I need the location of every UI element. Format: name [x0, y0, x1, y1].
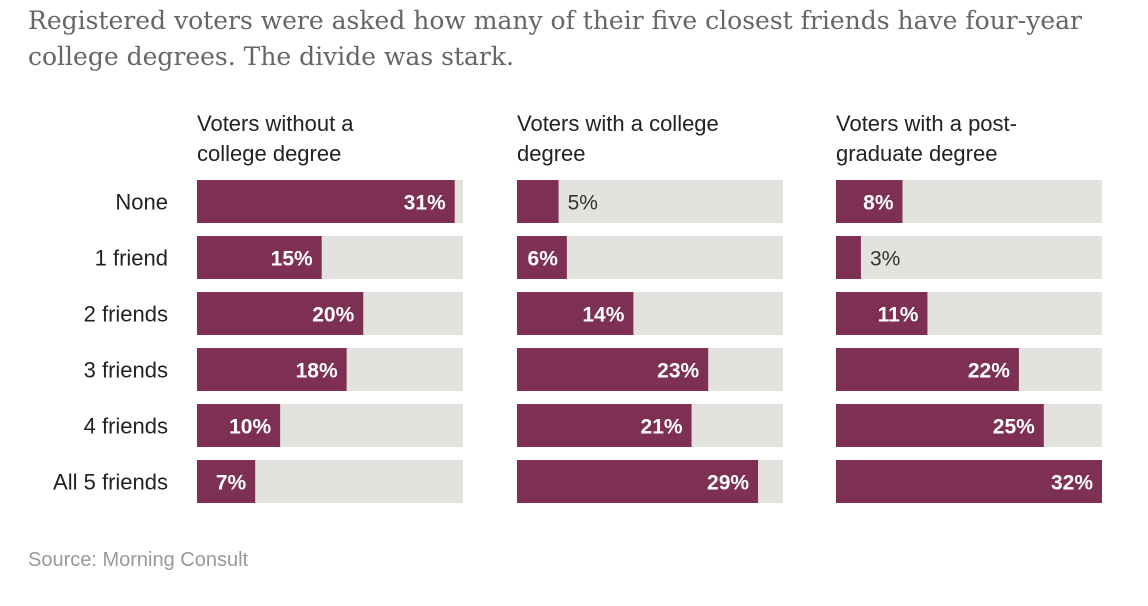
data-label: 22%	[968, 360, 1010, 383]
bar	[197, 180, 455, 223]
data-label: 10%	[229, 416, 271, 439]
bar	[517, 460, 759, 503]
data-label: 32%	[1051, 472, 1093, 495]
bar	[197, 460, 256, 503]
category-label: None	[115, 190, 168, 215]
panel-title-line: Voters with a college	[517, 111, 719, 136]
bar	[836, 460, 1102, 503]
data-label: 5%	[568, 192, 598, 215]
bar-track	[517, 180, 783, 223]
bar	[517, 292, 634, 335]
bar	[517, 404, 692, 447]
data-label: 31%	[404, 192, 446, 215]
category-label: 1 friend	[95, 246, 168, 271]
bar	[197, 348, 347, 391]
category-label: 4 friends	[84, 414, 168, 439]
bar	[517, 236, 567, 279]
data-label: 3%	[870, 248, 900, 271]
data-label: 8%	[863, 192, 894, 215]
chart-subtitle: Registered voters were asked how many of…	[28, 6, 1082, 71]
bar-track	[836, 236, 1102, 279]
bar	[836, 348, 1019, 391]
panel-title-line: Voters without a	[197, 111, 354, 136]
category-label: All 5 friends	[53, 470, 168, 495]
data-label: 15%	[271, 248, 313, 271]
bar	[836, 236, 861, 279]
bar	[517, 348, 709, 391]
bar	[836, 180, 903, 223]
data-label: 6%	[528, 248, 559, 271]
data-label: 23%	[657, 360, 699, 383]
data-label: 20%	[312, 304, 354, 327]
data-label: 29%	[707, 472, 749, 495]
data-label: 21%	[641, 416, 683, 439]
data-label: 18%	[296, 360, 338, 383]
panel-title-line: degree	[517, 141, 586, 166]
bar	[836, 292, 928, 335]
panel-title-line: college degree	[197, 141, 341, 166]
category-label: 3 friends	[84, 358, 168, 383]
panel-title-line: graduate degree	[836, 141, 997, 166]
category-label: 2 friends	[84, 302, 168, 327]
data-label: 7%	[216, 472, 247, 495]
panel-title-line: Voters with a post-	[836, 111, 1017, 136]
bar	[197, 404, 281, 447]
source-note: Source: Morning Consult	[28, 549, 249, 571]
bar	[836, 404, 1044, 447]
bar	[517, 180, 559, 223]
bar	[197, 292, 364, 335]
data-label: 11%	[878, 304, 919, 327]
data-label: 14%	[582, 304, 624, 327]
data-label: 25%	[993, 416, 1035, 439]
bar	[197, 236, 322, 279]
